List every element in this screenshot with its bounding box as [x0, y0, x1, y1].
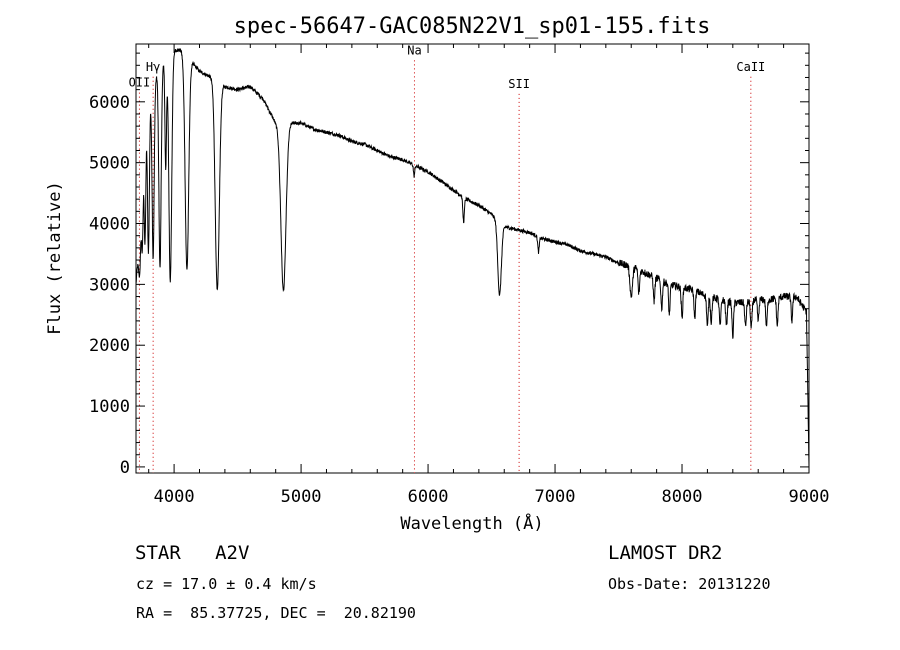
- axis-layer: 4000 5000 6000 7000 8000 9000 0 1000 2000 3000 400…: [89, 44, 829, 507]
- line-marker-layer: OII Hγ Na SII CaII: [129, 43, 765, 473]
- line-marker-label: SII: [508, 77, 530, 91]
- x-tick-label: 5000: [281, 487, 322, 507]
- line-marker-label: CaII: [736, 60, 765, 74]
- x-tick-label: 7000: [535, 487, 576, 507]
- plot-frame: [135, 43, 810, 474]
- survey-name: LAMOST DR2: [608, 542, 723, 564]
- chart-title: spec-56647-GAC085N22V1_sp01-155.fits: [234, 14, 711, 39]
- object-class: STAR A2V: [135, 542, 250, 564]
- spectrum-line: [135, 48, 810, 467]
- line-marker-label: Hγ: [146, 60, 160, 74]
- x-axis-label: Wavelength (Å): [400, 512, 543, 534]
- line-marker-label: OII: [129, 76, 151, 90]
- y-tick-label: 0: [120, 458, 130, 478]
- y-tick-label: 2000: [89, 336, 130, 356]
- redshift-value: cz = 17.0 ± 0.4 km/s: [136, 575, 317, 593]
- y-tick-label: 4000: [89, 215, 130, 235]
- y-tick-label: 6000: [89, 93, 130, 113]
- line-marker-label: Na: [407, 43, 421, 57]
- y-tick-label: 1000: [89, 397, 130, 417]
- y-axis-label: Flux (relative): [45, 181, 65, 335]
- coordinates: RA = 85.37725, DEC = 20.82190: [136, 604, 416, 622]
- y-tick-label: 3000: [89, 275, 130, 295]
- y-tick-label: 5000: [89, 154, 130, 174]
- x-tick-label: 8000: [662, 487, 703, 507]
- observation-date: Obs-Date: 20131220: [608, 575, 771, 593]
- x-tick-label: 4000: [154, 487, 195, 507]
- x-tick-label: 6000: [408, 487, 449, 507]
- x-tick-label: 9000: [789, 487, 830, 507]
